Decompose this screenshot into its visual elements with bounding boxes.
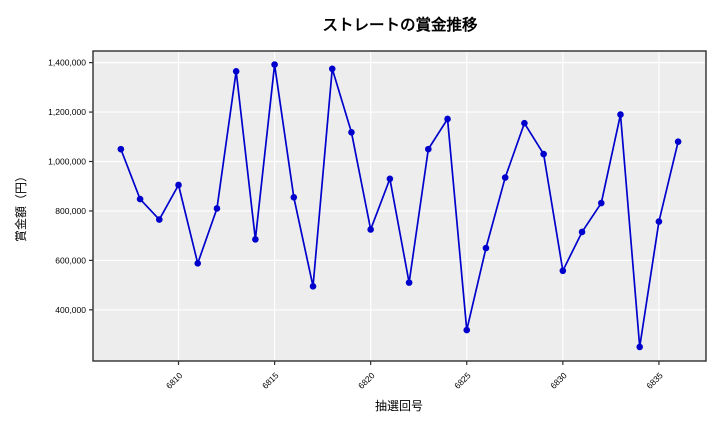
- data-point: [463, 326, 471, 334]
- data-point: [578, 228, 586, 236]
- y-tick-label: 600,000: [55, 255, 86, 265]
- data-point: [290, 194, 298, 201]
- data-point: [559, 267, 567, 275]
- data-point: [405, 279, 413, 286]
- y-tick-label: 1,000,000: [48, 157, 86, 167]
- data-point: [521, 119, 528, 127]
- data-point: [425, 145, 432, 153]
- plot-frame: [92, 50, 707, 362]
- data-point: [328, 65, 336, 73]
- y-axis-label: 賞金額（円）: [13, 170, 28, 242]
- plot-area: [93, 51, 706, 361]
- data-point: [271, 61, 278, 68]
- x-tick-label: 6810: [164, 370, 185, 391]
- data-point: [232, 67, 240, 75]
- data-point: [175, 181, 182, 189]
- y-tick-label: 800,000: [55, 206, 86, 216]
- data-point: [655, 218, 663, 225]
- x-tick-label: 6815: [260, 370, 281, 391]
- data-point: [252, 236, 259, 243]
- series-line: [120, 63, 679, 348]
- data-point: [194, 260, 202, 267]
- data-point: [597, 199, 605, 207]
- data-point: [117, 145, 125, 153]
- data-point: [367, 226, 374, 233]
- data-point: [348, 129, 355, 136]
- data-point: [674, 138, 682, 146]
- data-point: [444, 115, 451, 123]
- x-tick-label: 6825: [452, 370, 473, 391]
- chart-title: ストレートの賞金推移: [322, 15, 478, 34]
- data-point: [636, 343, 644, 351]
- data-point: [540, 150, 547, 158]
- y-tick-label: 400,000: [55, 305, 86, 315]
- data-point: [386, 175, 394, 183]
- data-point: [501, 174, 509, 181]
- gridlines: [93, 51, 706, 361]
- data-point: [136, 195, 144, 203]
- x-axis-label: 抽選回号: [375, 399, 423, 413]
- data-point: [309, 283, 317, 290]
- x-tick-label: 6830: [548, 370, 569, 391]
- x-tick-label: 6835: [644, 370, 665, 391]
- data-point: [482, 244, 490, 252]
- x-tick-label: 6820: [356, 370, 377, 391]
- data-point: [617, 111, 624, 118]
- data-point: [155, 216, 163, 223]
- y-tick-label: 1,400,000: [48, 58, 86, 68]
- line-series: [117, 61, 682, 351]
- y-tick-label: 1,200,000: [48, 107, 86, 117]
- data-point: [213, 205, 221, 212]
